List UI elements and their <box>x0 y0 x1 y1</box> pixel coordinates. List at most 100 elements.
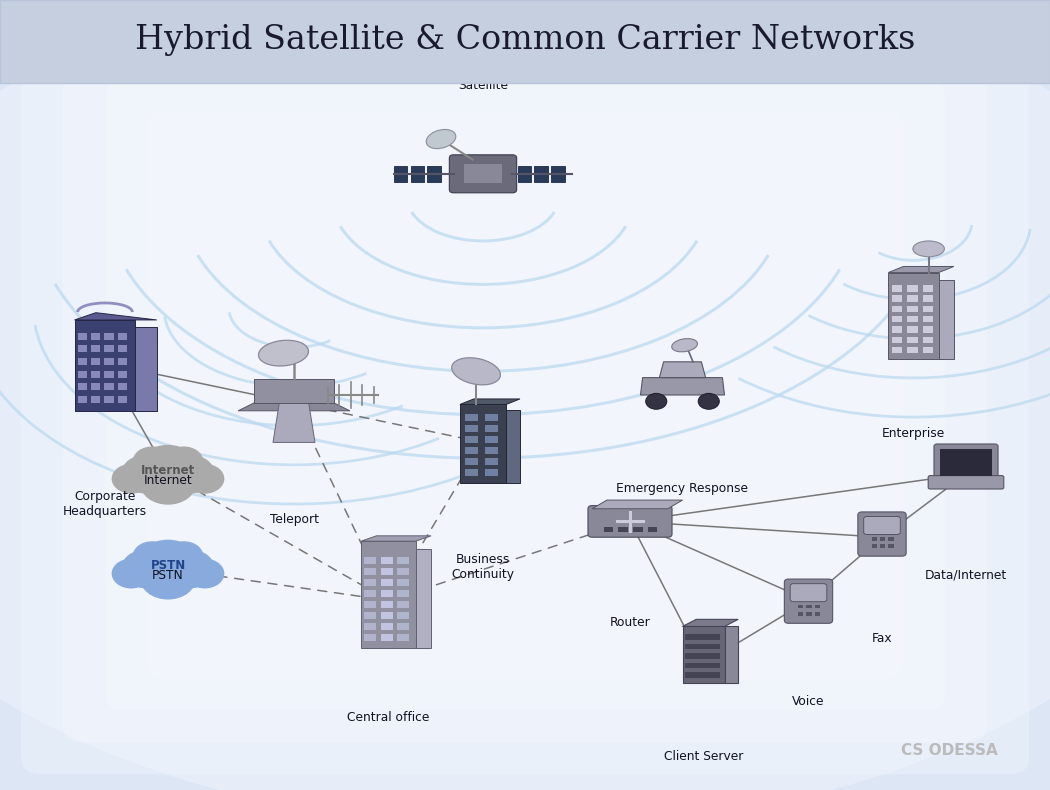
Ellipse shape <box>426 130 456 149</box>
Bar <box>465 469 479 476</box>
Bar <box>381 601 393 608</box>
Bar <box>397 590 410 597</box>
Polygon shape <box>361 536 432 541</box>
Circle shape <box>139 446 197 490</box>
Ellipse shape <box>912 241 944 257</box>
Bar <box>648 527 657 532</box>
Circle shape <box>133 447 171 476</box>
Bar <box>923 285 933 292</box>
Bar <box>815 604 820 608</box>
Bar <box>381 634 393 641</box>
Bar <box>485 436 498 443</box>
Bar <box>364 557 377 564</box>
Polygon shape <box>682 626 724 683</box>
Polygon shape <box>460 399 520 404</box>
Bar <box>907 295 918 302</box>
Bar <box>104 371 113 378</box>
Bar <box>880 544 885 548</box>
Bar <box>364 601 377 608</box>
Bar <box>104 333 113 340</box>
Polygon shape <box>939 280 953 359</box>
Bar <box>364 623 377 630</box>
Circle shape <box>646 393 667 409</box>
Bar <box>907 337 918 343</box>
Text: CS ODESSA: CS ODESSA <box>901 743 998 758</box>
FancyBboxPatch shape <box>858 512 906 556</box>
Text: Business
Continuity: Business Continuity <box>452 553 514 581</box>
Bar <box>891 347 902 353</box>
Polygon shape <box>888 266 953 273</box>
Circle shape <box>141 558 195 599</box>
Bar <box>118 396 127 403</box>
Circle shape <box>186 465 224 493</box>
Text: Emergency Response: Emergency Response <box>616 482 749 495</box>
Ellipse shape <box>672 339 697 352</box>
Circle shape <box>139 540 197 585</box>
FancyBboxPatch shape <box>63 47 987 743</box>
Polygon shape <box>75 313 156 320</box>
Bar <box>397 612 410 619</box>
Text: Hybrid Satellite & Common Carrier Networks: Hybrid Satellite & Common Carrier Networ… <box>134 24 916 55</box>
Bar <box>91 396 100 403</box>
Bar <box>618 527 628 532</box>
Polygon shape <box>506 410 520 483</box>
Polygon shape <box>640 378 724 395</box>
Polygon shape <box>724 626 738 683</box>
Bar <box>91 345 100 352</box>
Bar <box>465 425 479 432</box>
Ellipse shape <box>258 340 309 366</box>
Bar <box>880 537 885 541</box>
Bar <box>381 557 393 564</box>
Circle shape <box>133 542 171 570</box>
Bar <box>78 358 87 365</box>
Circle shape <box>112 559 150 588</box>
Circle shape <box>122 550 172 588</box>
Bar <box>891 316 902 322</box>
Bar <box>485 447 498 454</box>
Bar <box>923 306 933 312</box>
Ellipse shape <box>452 358 501 385</box>
Text: Central office: Central office <box>348 711 429 724</box>
Circle shape <box>165 447 203 476</box>
Bar <box>485 425 498 432</box>
Bar <box>815 611 820 615</box>
Circle shape <box>186 559 224 588</box>
Text: Fax: Fax <box>872 632 892 645</box>
Bar <box>806 604 812 608</box>
Bar <box>888 537 894 541</box>
Bar <box>118 358 127 365</box>
Bar <box>923 347 933 353</box>
Bar <box>397 557 410 564</box>
Bar <box>485 469 498 476</box>
Bar <box>907 316 918 322</box>
FancyBboxPatch shape <box>791 584 826 602</box>
FancyBboxPatch shape <box>0 0 1050 83</box>
Bar <box>104 345 113 352</box>
Bar <box>394 166 407 182</box>
Text: Teleport: Teleport <box>270 514 318 526</box>
Text: Internet: Internet <box>144 474 192 487</box>
Text: Internet: Internet <box>141 465 195 477</box>
Bar <box>427 166 441 182</box>
Bar <box>551 166 565 182</box>
Bar <box>364 590 377 597</box>
FancyBboxPatch shape <box>864 517 900 535</box>
Bar <box>364 579 377 586</box>
FancyBboxPatch shape <box>464 164 502 183</box>
FancyBboxPatch shape <box>588 506 672 537</box>
FancyBboxPatch shape <box>147 111 903 679</box>
Bar <box>91 383 100 390</box>
Circle shape <box>165 542 203 570</box>
Bar <box>397 601 410 608</box>
Polygon shape <box>361 541 416 648</box>
Bar <box>381 623 393 630</box>
Bar <box>465 458 479 465</box>
Text: Voice: Voice <box>793 695 824 708</box>
Bar <box>940 449 992 476</box>
Bar <box>685 644 720 649</box>
Polygon shape <box>238 403 350 411</box>
Bar <box>465 414 479 421</box>
Bar <box>397 634 410 641</box>
Text: Router: Router <box>610 616 650 629</box>
Bar <box>78 371 87 378</box>
